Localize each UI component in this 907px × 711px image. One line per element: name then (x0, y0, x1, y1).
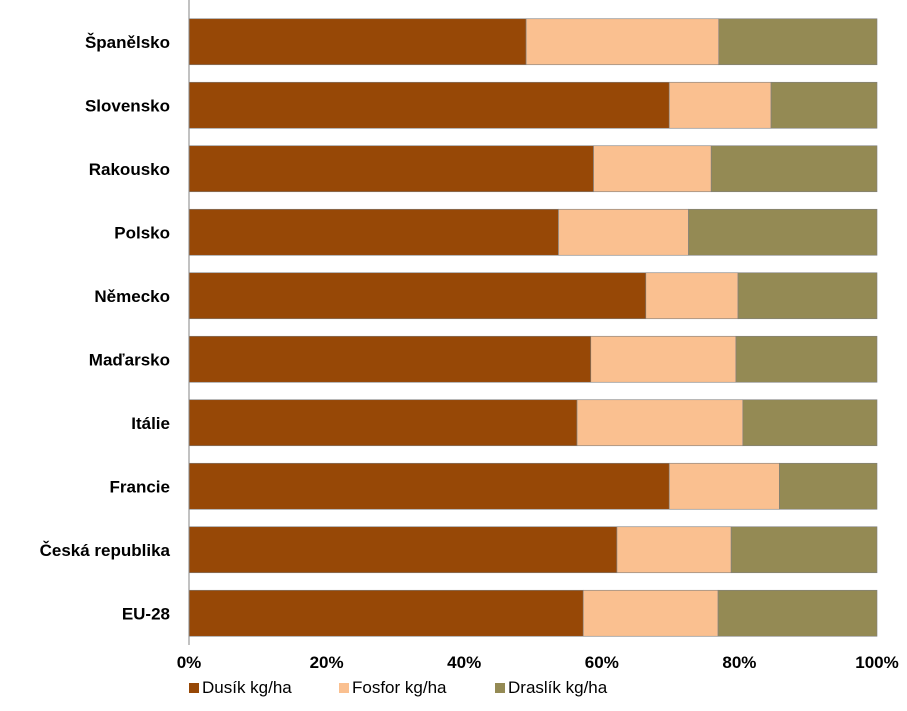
category-label-italie: Itálie (131, 414, 170, 433)
bar-francie-fosfor-kg-ha (668, 462, 780, 510)
category-label-spanelsko: Španělsko (85, 33, 170, 52)
bar-eu-28-dusik-kg-ha (188, 589, 584, 637)
legend-label-draslik-kg-ha: Draslík kg/ha (508, 678, 608, 697)
bars-group (188, 18, 878, 637)
legend-swatch-dusik-kg-ha (189, 683, 199, 693)
bar-slovensko-fosfor-kg-ha (668, 81, 772, 129)
bar-ceska-republika-fosfor-kg-ha (616, 526, 732, 574)
bar-eu-28-fosfor-kg-ha (582, 589, 719, 637)
legend-label-fosfor-kg-ha: Fosfor kg/ha (352, 678, 447, 697)
legend: Dusík kg/ha Fosfor kg/ha Draslík kg/ha (189, 678, 608, 697)
bar-spanelsko-fosfor-kg-ha (525, 18, 720, 66)
bar-italie-draslik-kg-ha (742, 399, 878, 447)
bar-polsko-draslik-kg-ha (688, 208, 878, 256)
x-tick-label: 20% (310, 653, 344, 672)
x-tick-label: 80% (722, 653, 756, 672)
legend-swatch-draslik-kg-ha (495, 683, 505, 693)
x-tick-label: 60% (585, 653, 619, 672)
bar-spanelsko-dusik-kg-ha (188, 18, 527, 66)
bar-rakousko-dusik-kg-ha (188, 145, 594, 193)
x-tick-label: 40% (447, 653, 481, 672)
bar-rakousko-draslik-kg-ha (710, 145, 878, 193)
bar-madarsko-dusik-kg-ha (188, 335, 592, 383)
bar-slovensko-dusik-kg-ha (188, 81, 670, 129)
bar-rakousko-fosfor-kg-ha (593, 145, 712, 193)
bar-ceska-republika-dusik-kg-ha (188, 526, 618, 574)
bar-italie-dusik-kg-ha (188, 399, 578, 447)
category-label-slovensko: Slovensko (85, 96, 170, 115)
x-tick-label: 100% (855, 653, 898, 672)
bar-madarsko-draslik-kg-ha (735, 335, 878, 383)
category-label-polsko: Polsko (114, 223, 170, 242)
x-tick-label: 0% (177, 653, 202, 672)
bar-eu-28-draslik-kg-ha (717, 589, 878, 637)
legend-swatch-fosfor-kg-ha (339, 683, 349, 693)
category-label-nemecko: Německo (94, 287, 170, 306)
bar-madarsko-fosfor-kg-ha (590, 335, 737, 383)
bar-ceska-republika-draslik-kg-ha (730, 526, 878, 574)
bar-slovensko-draslik-kg-ha (770, 81, 878, 129)
bar-francie-dusik-kg-ha (188, 462, 670, 510)
legend-label-dusik-kg-ha: Dusík kg/ha (202, 678, 292, 697)
bar-nemecko-draslik-kg-ha (737, 272, 878, 320)
bar-spanelsko-draslik-kg-ha (718, 18, 878, 66)
bar-polsko-dusik-kg-ha (188, 208, 559, 256)
bar-polsko-fosfor-kg-ha (558, 208, 689, 256)
bar-francie-draslik-kg-ha (778, 462, 878, 510)
bar-nemecko-fosfor-kg-ha (645, 272, 739, 320)
bar-nemecko-dusik-kg-ha (188, 272, 647, 320)
category-labels: Španělsko Slovensko Rakousko Polsko Německo M… (40, 33, 171, 624)
x-tick-labels: 0% 20% 40% 60% 80% 100% (177, 653, 899, 672)
category-label-eu-28: EU-28 (122, 604, 170, 623)
category-label-ceska-republika: Česká republika (40, 541, 171, 560)
category-label-francie: Francie (110, 477, 170, 496)
category-label-madarsko: Maďarsko (89, 350, 170, 369)
category-label-rakousko: Rakousko (89, 160, 170, 179)
bar-italie-fosfor-kg-ha (576, 399, 744, 447)
